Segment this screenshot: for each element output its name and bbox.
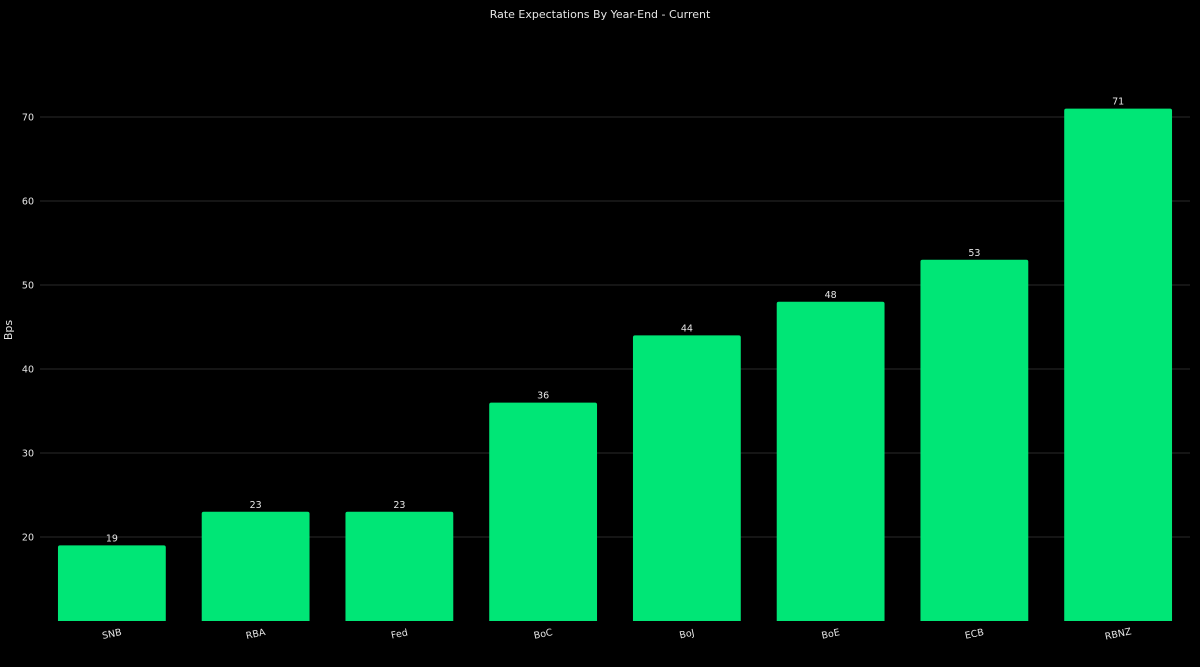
y-tick-label: 20 — [22, 533, 34, 544]
data-label-boc: 36 — [537, 391, 549, 402]
x-tick-label-fed: Fed — [390, 627, 409, 641]
chart-title: Rate Expectations By Year-End - Current — [490, 8, 711, 21]
data-label-boe: 48 — [825, 290, 837, 301]
data-label-boj: 44 — [681, 323, 693, 334]
data-label-ecb: 53 — [968, 248, 980, 259]
x-tick-label-snb: SNB — [101, 627, 123, 642]
bar-fed — [345, 511, 454, 621]
x-tick-label-boj: BoJ — [678, 628, 695, 642]
y-tick-label: 50 — [22, 281, 34, 292]
x-tick-label-boc: BoC — [533, 627, 554, 642]
data-label-fed: 23 — [393, 500, 405, 511]
y-tick-label: 70 — [22, 113, 34, 124]
bar-ecb — [920, 259, 1029, 621]
y-axis-label: Bps — [2, 320, 15, 341]
bar-boj — [632, 335, 741, 621]
bar-rba — [201, 511, 310, 621]
bars — [57, 108, 1173, 622]
x-tick-label-ecb: ECB — [964, 627, 985, 642]
y-tick-label: 40 — [22, 365, 34, 376]
data-label-rba: 23 — [250, 500, 262, 511]
y-axis-ticks: 20 30 40 50 60 70 — [22, 113, 34, 544]
x-axis-ticks: SNB RBA Fed BoC BoJ BoE ECB RBNZ — [101, 626, 1133, 642]
x-tick-label-boe: BoE — [821, 627, 841, 642]
x-tick-label-rbnz: RBNZ — [1104, 626, 1133, 642]
bar-snb — [57, 545, 166, 621]
y-tick-label: 30 — [22, 449, 34, 460]
bar-boc — [489, 402, 598, 621]
bar-boe — [776, 301, 885, 621]
bar-rbnz — [1064, 108, 1173, 622]
data-label-rbnz: 71 — [1112, 97, 1124, 108]
data-label-snb: 19 — [106, 533, 118, 544]
y-tick-label: 60 — [22, 197, 34, 208]
data-labels: 19 23 23 36 44 48 53 71 — [106, 97, 1124, 545]
x-tick-label-rba: RBA — [245, 627, 267, 642]
